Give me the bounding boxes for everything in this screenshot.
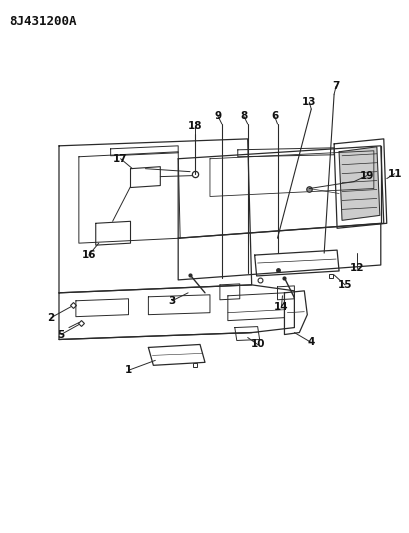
Text: 19: 19 — [360, 171, 374, 181]
Text: 5: 5 — [57, 329, 65, 340]
Text: 10: 10 — [250, 340, 265, 350]
Text: 4: 4 — [308, 337, 315, 348]
Polygon shape — [339, 147, 380, 220]
Text: 6: 6 — [271, 111, 278, 121]
Text: 9: 9 — [214, 111, 221, 121]
Text: 18: 18 — [188, 121, 202, 131]
Text: 3: 3 — [169, 296, 176, 306]
Text: 8: 8 — [240, 111, 247, 121]
Text: 11: 11 — [387, 168, 402, 179]
Text: 7: 7 — [333, 81, 340, 91]
Text: 12: 12 — [350, 263, 364, 273]
Text: 14: 14 — [274, 302, 289, 312]
Text: 2: 2 — [47, 313, 55, 322]
Text: 16: 16 — [81, 250, 96, 260]
Text: 15: 15 — [338, 280, 352, 290]
Text: 13: 13 — [302, 97, 317, 107]
Text: 1: 1 — [125, 365, 132, 375]
Text: 8J431200A: 8J431200A — [9, 15, 77, 28]
Text: 17: 17 — [113, 154, 128, 164]
